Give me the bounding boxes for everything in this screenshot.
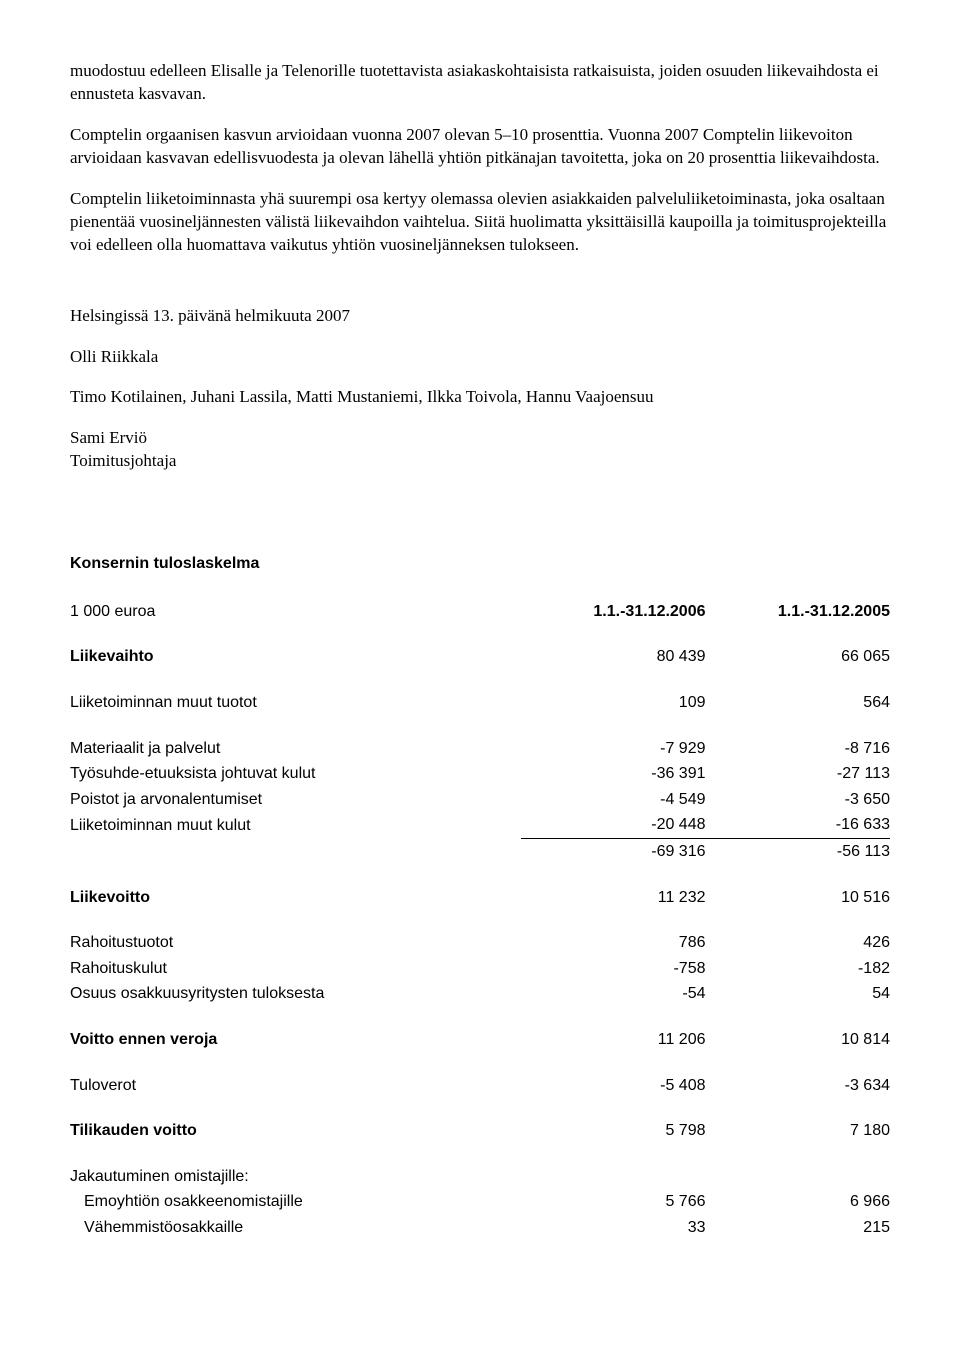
table-header-row: 1 000 euroa 1.1.-31.12.2006 1.1.-31.12.2… xyxy=(70,599,890,625)
table-row: Rahoitustuotot 786 426 xyxy=(70,930,890,956)
ceo-name: Sami Erviö xyxy=(70,428,147,447)
header-col-1: 1.1.-31.12.2006 xyxy=(521,599,706,625)
table-row-subtotal: -69 316 -56 113 xyxy=(70,839,890,865)
header-col-2: 1.1.-31.12.2005 xyxy=(706,599,891,625)
table-row: Rahoituskulut -758 -182 xyxy=(70,956,890,982)
table-row: Materiaalit ja palvelut -7 929 -8 716 xyxy=(70,736,890,762)
table-row: Vähemmistöosakkaille 33 215 xyxy=(70,1215,890,1241)
ceo-title: Toimitusjohtaja xyxy=(70,451,176,470)
date-line: Helsingissä 13. päivänä helmikuuta 2007 xyxy=(70,305,890,328)
table-row: Liiketoiminnan muut kulut -20 448 -16 63… xyxy=(70,812,890,838)
table-row: Tilikauden voitto 5 798 7 180 xyxy=(70,1118,890,1144)
board-chair: Olli Riikkala xyxy=(70,346,890,369)
table-row: Voitto ennen veroja 11 206 10 814 xyxy=(70,1027,890,1053)
table-row: Työsuhde-etuuksista johtuvat kulut -36 3… xyxy=(70,761,890,787)
table-row: Emoyhtiön osakkeenomistajille 5 766 6 96… xyxy=(70,1189,890,1215)
table-row: Poistot ja arvonalentumiset -4 549 -3 65… xyxy=(70,787,890,813)
table-row: Jakautuminen omistajille: xyxy=(70,1164,890,1190)
table-title: Konsernin tuloslaskelma xyxy=(70,553,890,575)
table-row: Liiketoiminnan muut tuotot 109 564 xyxy=(70,690,890,716)
table-row: Osuus osakkuusyritysten tuloksesta -54 5… xyxy=(70,981,890,1007)
paragraph-3: Comptelin liiketoiminnasta yhä suurempi … xyxy=(70,188,890,257)
table-row: Tuloverot -5 408 -3 634 xyxy=(70,1073,890,1099)
table-row: Liikevoitto 11 232 10 516 xyxy=(70,885,890,911)
board-members: Timo Kotilainen, Juhani Lassila, Matti M… xyxy=(70,386,890,409)
header-col-0: 1 000 euroa xyxy=(70,599,521,625)
paragraph-2: Comptelin orgaanisen kasvun arvioidaan v… xyxy=(70,124,890,170)
table-row: Liikevaihto 80 439 66 065 xyxy=(70,644,890,670)
income-statement-table: 1 000 euroa 1.1.-31.12.2006 1.1.-31.12.2… xyxy=(70,599,890,1241)
paragraph-1: muodostuu edelleen Elisalle ja Telenoril… xyxy=(70,60,890,106)
